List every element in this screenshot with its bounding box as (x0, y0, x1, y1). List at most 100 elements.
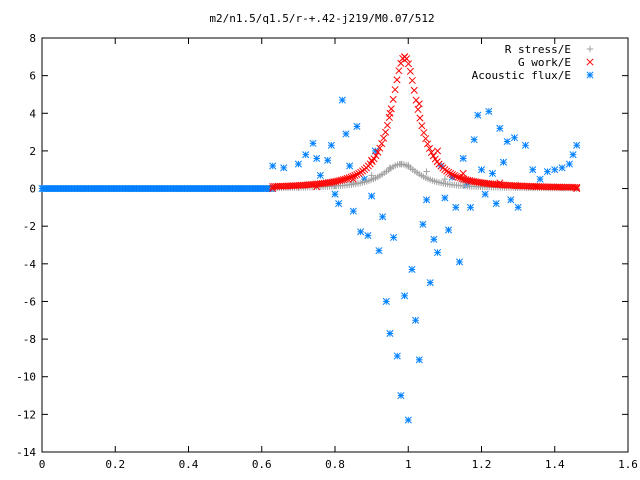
data-point (380, 134, 388, 142)
data-point (404, 416, 412, 424)
data-point (466, 203, 475, 211)
data-point (488, 169, 497, 178)
data-point (507, 196, 515, 204)
data-point (423, 168, 430, 175)
data-point (316, 171, 324, 179)
data-point (313, 154, 321, 162)
data-point (341, 175, 349, 183)
data-point (355, 169, 363, 178)
data-point (397, 391, 405, 400)
data-point (397, 59, 405, 67)
data-point (401, 292, 409, 300)
data-point (415, 356, 423, 364)
x-tick-label: 0.6 (252, 458, 272, 471)
data-point (391, 86, 399, 94)
data-point (423, 196, 431, 204)
data-point (424, 140, 432, 148)
data-point (433, 248, 442, 257)
y-tick-label: -12 (16, 408, 36, 421)
x-axis-ticks: 0 0.2 0.4 0.6 0.8 1 1.2 1.4 1.6 (39, 38, 638, 471)
data-point (573, 184, 581, 193)
data-point (395, 67, 403, 75)
data-point (346, 162, 354, 170)
data-point (452, 203, 460, 211)
data-point (378, 139, 386, 148)
data-point (492, 200, 500, 208)
data-point (313, 183, 321, 191)
data-point (338, 96, 346, 104)
data-point (387, 105, 395, 113)
data-point (503, 137, 511, 146)
plot-border (41, 37, 629, 453)
chart-title: m2/n1.5/q1.5/r-+.42-j219/M0.07/512 (209, 12, 434, 25)
data-point (510, 134, 519, 142)
data-point (444, 226, 453, 234)
data-point (401, 53, 409, 61)
data-point (427, 148, 435, 157)
data-point (342, 130, 350, 138)
data-point (470, 136, 478, 144)
data-point (386, 109, 394, 117)
data-point (343, 174, 351, 183)
data-point (302, 151, 310, 159)
x-tick-label: 1.2 (472, 458, 492, 471)
data-point (374, 148, 382, 156)
data-point (381, 128, 390, 136)
data-point (351, 171, 359, 180)
data-point (433, 147, 442, 155)
data-point (426, 279, 434, 287)
legend-label: R stress/E (505, 43, 571, 56)
y-tick-label: -8 (23, 333, 36, 346)
data-point (353, 122, 361, 130)
data-point (454, 173, 462, 181)
y-tick-label: 8 (29, 32, 36, 45)
data-point (521, 141, 530, 149)
data-point (345, 174, 353, 182)
y-tick-label: 0 (29, 183, 36, 196)
data-point (309, 139, 317, 147)
data-point (551, 166, 559, 174)
data-point (452, 172, 460, 180)
data-point (368, 172, 375, 179)
data-point (455, 258, 464, 266)
data-point (393, 352, 401, 360)
data-point (379, 213, 387, 221)
data-point (414, 105, 422, 114)
data-point (405, 161, 412, 169)
data-point (459, 154, 467, 162)
data-point (459, 169, 467, 178)
data-point (368, 156, 376, 164)
data-point (327, 141, 335, 149)
data-point (446, 169, 455, 178)
data-point (422, 135, 430, 143)
data-point (389, 95, 397, 104)
data-point (456, 174, 464, 182)
data-point (481, 190, 489, 198)
data-point (408, 265, 416, 274)
data-point (499, 158, 508, 166)
data-point (350, 179, 357, 187)
data-point (335, 200, 343, 208)
data-point (532, 183, 540, 191)
y-tick-label: 4 (29, 107, 36, 120)
data-point (382, 297, 390, 306)
data-point (558, 164, 566, 172)
data-point (448, 171, 457, 179)
data-point (441, 194, 449, 202)
data-point (406, 67, 414, 75)
y-tick-label: 6 (29, 70, 36, 83)
data-point (386, 329, 394, 337)
series-layer (38, 53, 581, 424)
data-point (269, 184, 277, 193)
data-point (386, 164, 394, 172)
data-point (331, 190, 339, 198)
data-point (445, 168, 453, 176)
data-point (420, 129, 428, 137)
data-point (357, 228, 365, 236)
data-point (418, 122, 426, 130)
data-point (269, 162, 277, 170)
data-point (496, 179, 504, 187)
